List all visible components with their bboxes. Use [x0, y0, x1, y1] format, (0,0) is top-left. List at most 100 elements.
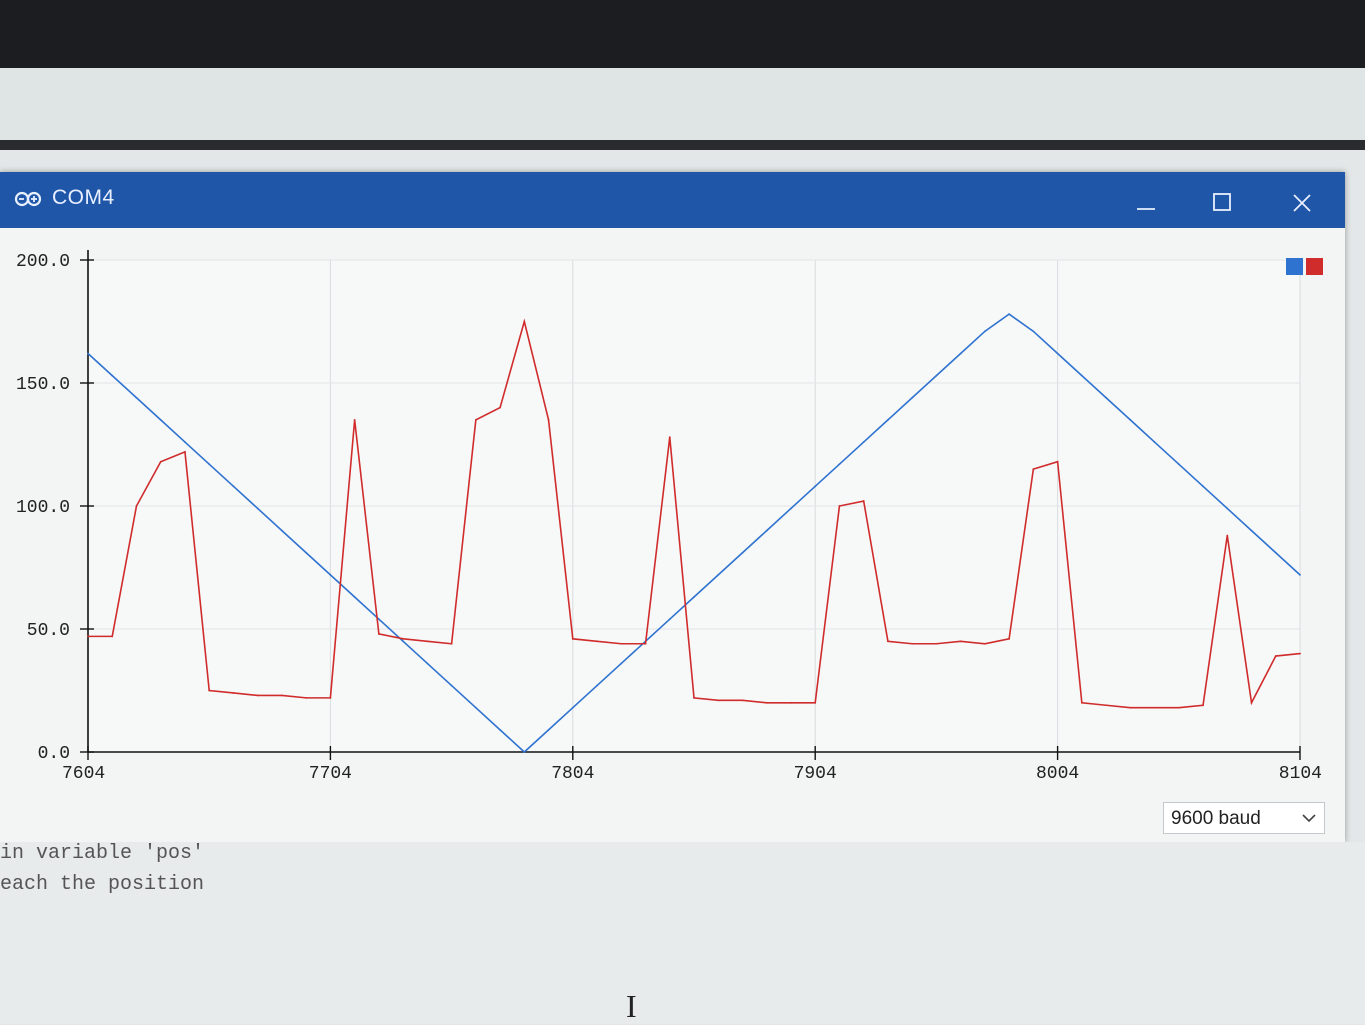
data-point [596, 684, 598, 687]
data-point [184, 441, 186, 443]
data-point [474, 706, 477, 709]
data-point [1202, 485, 1204, 488]
data-point [1080, 374, 1083, 377]
data-point [571, 706, 574, 709]
x-tick-label: 7904 [794, 764, 837, 784]
data-point [741, 551, 744, 554]
data-point [159, 460, 162, 463]
data-point [474, 419, 477, 421]
data-point [935, 374, 938, 377]
data-point [281, 694, 283, 697]
data-point [620, 662, 623, 665]
data-point [1105, 704, 1107, 707]
data-point [717, 699, 720, 702]
ide-background-divider [0, 140, 1365, 150]
data-point [668, 618, 671, 621]
data-point [1129, 706, 1132, 709]
data-point [1177, 706, 1180, 709]
data-point [1056, 352, 1059, 355]
data-point [1105, 396, 1107, 399]
sketch-editor-text[interactable]: in variable 'pos' each the position [0, 842, 1365, 1024]
baud-rate-value: 9600 baud [1171, 808, 1261, 829]
data-point [983, 642, 986, 645]
data-point [1250, 529, 1253, 532]
data-point [232, 692, 235, 694]
data-point [959, 640, 962, 643]
data-point [838, 505, 841, 507]
data-point [693, 596, 695, 598]
data-point [184, 450, 186, 453]
data-point [1080, 701, 1083, 704]
y-tick-label: 50.0 [27, 621, 70, 641]
data-point [1008, 637, 1011, 640]
minimize-button[interactable] [1126, 186, 1166, 216]
data-point [1226, 534, 1229, 537]
x-tick-label: 7704 [309, 764, 352, 784]
data-point [571, 637, 574, 640]
data-point [1250, 701, 1253, 704]
data-point [256, 694, 259, 697]
data-point [329, 696, 332, 699]
data-point [1299, 573, 1301, 576]
data-point [790, 701, 792, 704]
data-point [1153, 706, 1156, 709]
data-point [305, 696, 308, 699]
data-point [717, 573, 720, 576]
data-point [959, 352, 962, 355]
y-tick-label: 100.0 [16, 498, 70, 518]
data-point [596, 640, 598, 643]
data-point [402, 640, 405, 643]
data-point [377, 633, 380, 635]
data-point [281, 529, 283, 532]
data-point [256, 507, 259, 510]
data-point [208, 689, 211, 692]
data-point [1274, 551, 1277, 554]
data-point [1153, 441, 1156, 443]
y-tick-label: 150.0 [16, 375, 70, 395]
x-tick-label: 8004 [1036, 764, 1079, 784]
data-point [911, 396, 914, 399]
x-tick-label: 7804 [551, 764, 594, 784]
legend-swatch-2 [1306, 258, 1323, 275]
x-tick-label: 7604 [62, 764, 105, 784]
close-button[interactable] [1282, 186, 1322, 216]
data-point [814, 701, 817, 704]
serial-plotter-window: COM4 0.0 50.0 100.0 150.0 200.0 7604 7704 7804 7… [0, 172, 1345, 842]
data-point [135, 396, 138, 399]
window-title: COM4 [52, 186, 115, 209]
x-tick-label: 8104 [1279, 764, 1322, 784]
data-point [1056, 460, 1059, 463]
y-tick-label: 200.0 [16, 252, 70, 272]
data-point [547, 728, 550, 731]
data-point [426, 640, 429, 643]
data-point [983, 330, 986, 333]
data-point [887, 640, 889, 643]
data-point [159, 419, 162, 421]
data-point [1177, 463, 1180, 466]
data-point [862, 441, 865, 443]
data-point [644, 642, 647, 645]
data-point [620, 642, 623, 645]
data-point [838, 463, 841, 466]
data-point [329, 573, 332, 576]
data-point [450, 642, 453, 645]
data-point [1202, 704, 1204, 707]
data-point [353, 419, 356, 421]
baud-rate-select[interactable]: 9600 baud [1163, 802, 1325, 834]
data-point [765, 701, 768, 704]
data-point [547, 419, 550, 421]
data-point [1032, 330, 1035, 333]
code-line: in variable 'pos' [0, 842, 205, 865]
monitor-bezel [0, 0, 1365, 68]
data-point [402, 637, 405, 640]
maximize-button[interactable] [1202, 186, 1242, 216]
data-point [935, 642, 938, 645]
data-point [1032, 468, 1035, 470]
data-point [1129, 419, 1132, 421]
data-point [1274, 655, 1277, 657]
text-cursor-icon: I [626, 988, 637, 1024]
ide-background-toolbar [0, 68, 1365, 148]
title-bar[interactable]: COM4 [0, 172, 1345, 228]
serial-plot: 0.0 50.0 100.0 150.0 200.0 7604 7704 7804 7904 80… [16, 250, 1323, 784]
data-point [499, 728, 501, 731]
